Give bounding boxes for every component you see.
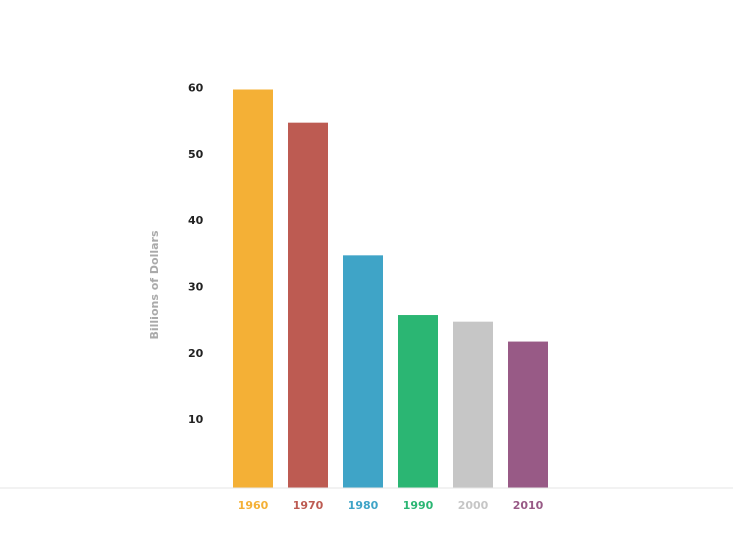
bar <box>453 321 493 488</box>
x-tick-label: 1970 <box>293 499 324 512</box>
x-tick-label: 1960 <box>238 499 269 512</box>
y-tick-label: 40 <box>188 214 204 227</box>
bar <box>233 89 273 488</box>
y-tick-label: 30 <box>188 281 204 294</box>
x-tick-label: 2000 <box>458 499 489 512</box>
x-tick-label: 1980 <box>348 499 379 512</box>
bar <box>398 315 438 488</box>
y-tick-label: 20 <box>188 347 204 360</box>
bar <box>288 122 328 488</box>
bar <box>343 255 383 488</box>
y-tick-label: 60 <box>188 82 204 95</box>
y-tick-label: 50 <box>188 148 204 161</box>
x-tick-label: 2010 <box>513 499 544 512</box>
x-tick-label: 1990 <box>403 499 434 512</box>
y-tick-label: 10 <box>188 413 204 426</box>
y-axis-label: Billions of Dollars <box>148 230 161 339</box>
bar <box>508 341 548 488</box>
